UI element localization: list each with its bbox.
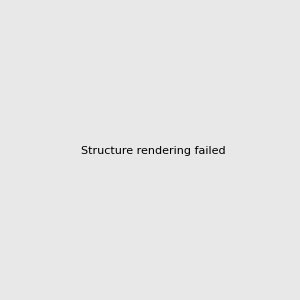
Text: Structure rendering failed: Structure rendering failed (81, 146, 226, 157)
